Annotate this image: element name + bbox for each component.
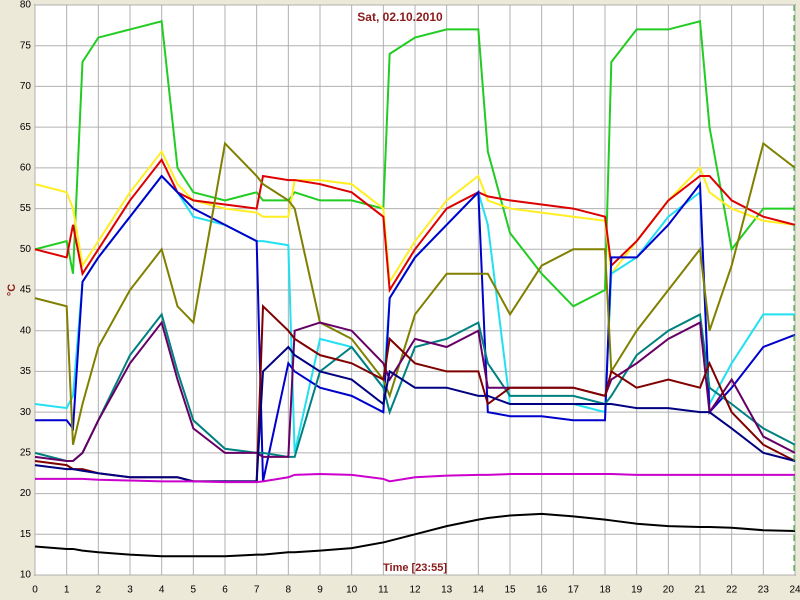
x-tick-label: 10 xyxy=(346,585,358,596)
x-tick-label: 5 xyxy=(191,585,197,596)
chart-title: Sat, 02.10.2010 xyxy=(357,10,443,24)
x-tick-label: 4 xyxy=(159,585,165,596)
y-axis-label: °C xyxy=(6,284,18,296)
x-tick-label: 8 xyxy=(286,585,292,596)
x-tick-label: 20 xyxy=(663,585,675,596)
x-tick-label: 3 xyxy=(127,585,133,596)
series-line xyxy=(34,157,796,294)
y-tick-label: 50 xyxy=(20,244,32,255)
series-line xyxy=(35,473,795,484)
y-tick-label: 75 xyxy=(20,40,32,51)
x-tick-label: 22 xyxy=(726,585,738,596)
x-tick-label: 1 xyxy=(64,585,70,596)
y-tick-label: 40 xyxy=(20,325,32,336)
x-tick-label: 19 xyxy=(631,585,643,596)
x-tick-label: 2 xyxy=(96,585,102,596)
y-tick-label: 70 xyxy=(20,81,32,92)
x-tick-label: 15 xyxy=(504,585,516,596)
x-tick-label: 21 xyxy=(694,585,706,596)
y-tick-label: 20 xyxy=(20,488,32,499)
x-tick-label: 12 xyxy=(409,585,421,596)
y-tick-label: 45 xyxy=(20,285,32,296)
x-tick-label: 6 xyxy=(222,585,228,596)
x-tick-label: 9 xyxy=(317,585,323,596)
x-tick-label: 17 xyxy=(568,585,580,596)
y-tick-label: 35 xyxy=(20,366,32,377)
y-tick-label: 15 xyxy=(20,529,32,540)
x-tick-label: 24 xyxy=(789,585,800,596)
series-line xyxy=(34,312,796,462)
x-tick-label: 11 xyxy=(378,585,389,596)
x-tick-label: 14 xyxy=(473,585,485,596)
x-tick-label: 13 xyxy=(441,585,453,596)
y-tick-label: 55 xyxy=(20,203,32,214)
series-line xyxy=(34,320,796,462)
x-tick-label: 16 xyxy=(536,585,548,596)
series-line xyxy=(34,20,795,308)
y-tick-label: 65 xyxy=(20,122,32,133)
y-tick-label: 10 xyxy=(20,570,32,581)
y-tick-label: 25 xyxy=(20,447,32,458)
x-tick-label: 7 xyxy=(254,585,260,596)
y-tick-label: 60 xyxy=(20,162,32,173)
x-tick-label: 23 xyxy=(758,585,770,596)
series-line xyxy=(34,512,796,558)
x-tick-label: 0 xyxy=(32,585,38,596)
y-tick-label: 80 xyxy=(20,0,32,11)
series-line xyxy=(34,345,796,483)
y-tick-label: 30 xyxy=(20,407,32,418)
x-axis-label: Time [23:55] xyxy=(383,562,447,574)
x-tick-label: 18 xyxy=(599,585,611,596)
